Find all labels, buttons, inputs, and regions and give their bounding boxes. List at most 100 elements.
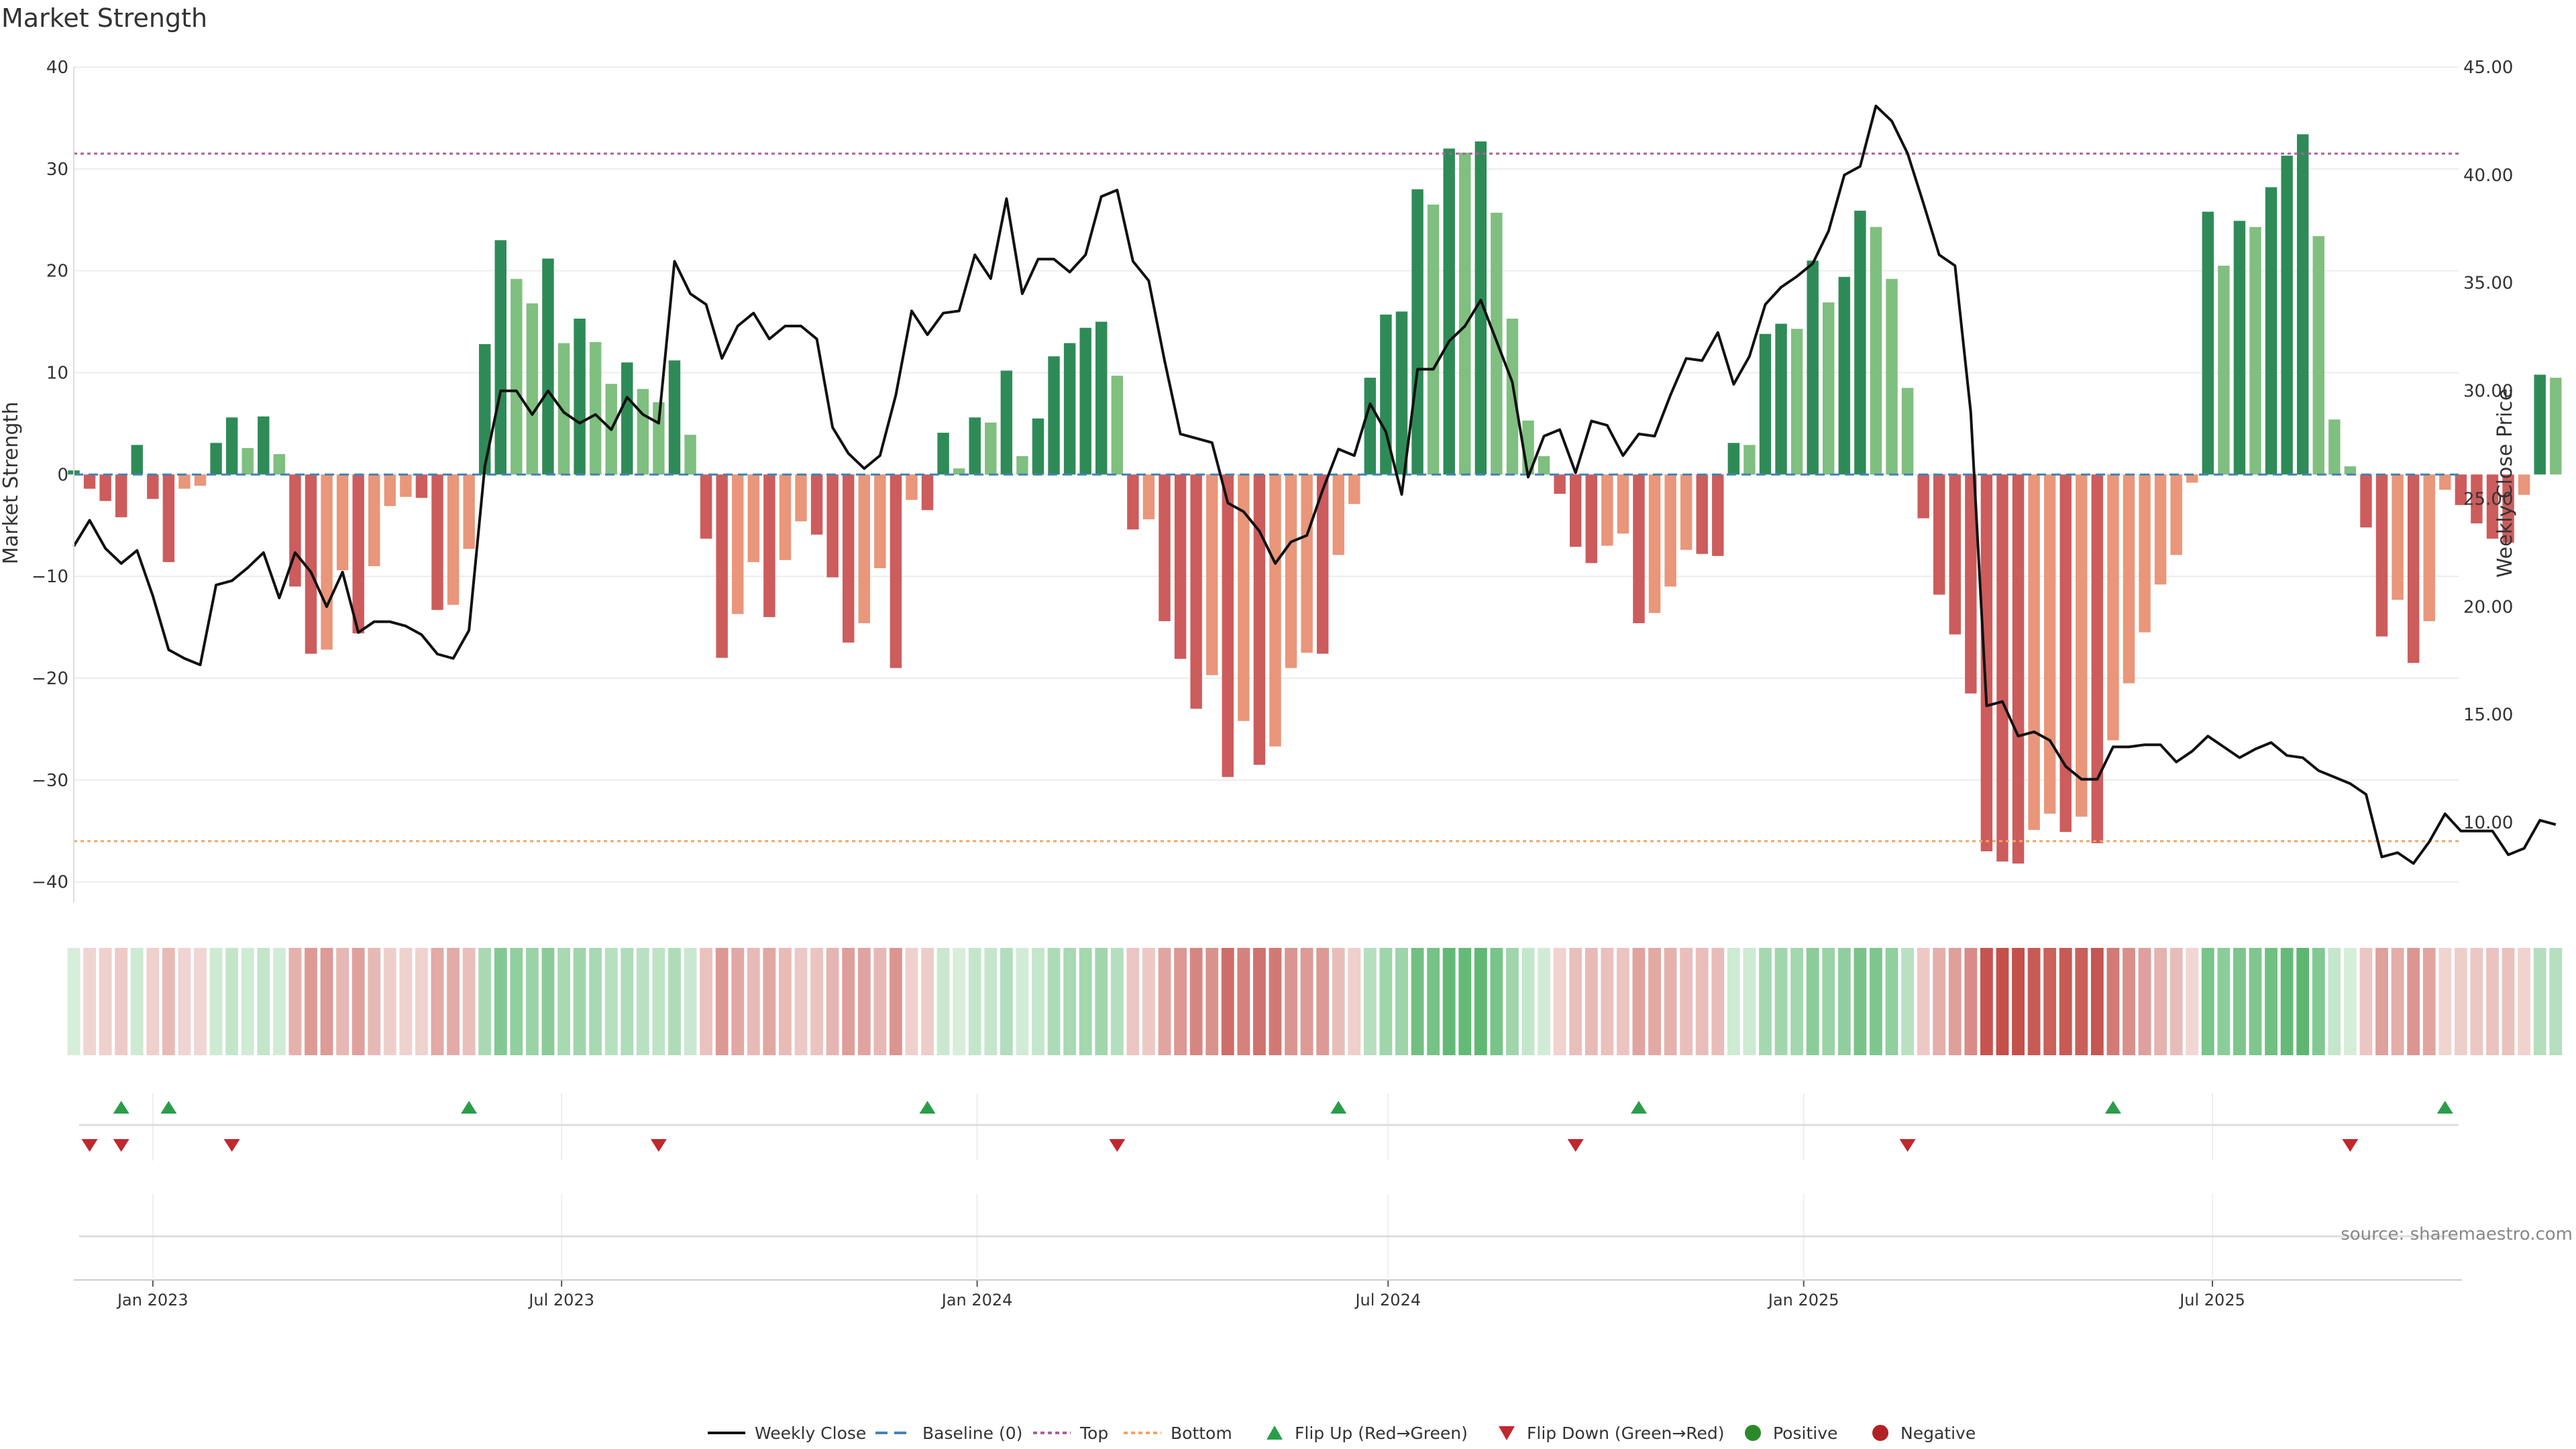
strength-bar [906, 474, 918, 500]
heat-cell [368, 948, 381, 1055]
strength-bar [1269, 474, 1281, 747]
strength-bar [2107, 474, 2119, 741]
strength-bar [2202, 211, 2214, 475]
y-axis-label: Market Strength [0, 402, 23, 564]
y-tick-label: 30 [46, 160, 68, 180]
heat-cell [810, 948, 823, 1055]
heat-cell [431, 948, 444, 1055]
y-tick-label: 20 [46, 262, 68, 282]
heat-cell [1395, 948, 1408, 1055]
heat-cell [1743, 948, 1756, 1055]
strength-bar [1285, 474, 1297, 668]
strength-bar [2249, 227, 2261, 475]
strength-bar [779, 474, 792, 560]
heat-cell [1648, 948, 1661, 1055]
flip-up-marker [1330, 1101, 1347, 1114]
strength-bar [2534, 374, 2546, 475]
heat-cell [272, 948, 286, 1055]
legend-positive: Positive [1773, 1424, 1837, 1443]
strength-bar [352, 474, 364, 634]
strength-bar [921, 474, 934, 511]
strength-bar [1159, 474, 1171, 621]
flip-up-marker [2436, 1101, 2453, 1114]
axes: 40 30 20 10 0 −10 −20 −30 −40 45.00 40.00 35.00 30.0… [32, 58, 2513, 1309]
weekly-close-line [72, 104, 2557, 865]
heat-cell [1458, 948, 1472, 1055]
heat-cell [99, 948, 112, 1055]
y-tick-label: −30 [32, 771, 68, 791]
strength-bar [305, 474, 317, 654]
strength-bar [1000, 370, 1013, 475]
strength-bar [1174, 474, 1187, 659]
heat-cell [1822, 948, 1835, 1055]
strength-bar [258, 416, 270, 475]
flip-down-marker [1899, 1139, 1916, 1152]
x-tick-label: Jan 2024 [941, 1291, 1013, 1309]
strength-bar [1063, 343, 1076, 475]
heat-cell [1427, 948, 1440, 1055]
heat-cell [984, 948, 998, 1055]
strength-bar [2233, 221, 2246, 475]
heat-cell [2486, 948, 2499, 1055]
strength-bar [747, 474, 760, 562]
strength-bar [147, 474, 159, 499]
strength-bar [1838, 276, 1851, 475]
strength-bar [684, 435, 696, 475]
strength-bar [2423, 474, 2435, 621]
heat-cell [604, 948, 618, 1055]
strength-bar [1949, 474, 1961, 635]
strength-bar [1127, 474, 1139, 530]
heat-cell [162, 948, 175, 1055]
strength-bar [384, 474, 396, 506]
heat-cell [2059, 948, 2072, 1055]
heat-cell [2280, 948, 2294, 1055]
heat-cell [2312, 948, 2325, 1055]
heat-cell [2438, 948, 2452, 1055]
heat-cell [1790, 948, 1804, 1055]
strength-bar [1823, 302, 1835, 475]
strength-bar [1807, 260, 1819, 475]
heat-cell [494, 948, 507, 1055]
y2-tick-label: 45.00 [2463, 58, 2513, 78]
heat-cell [1585, 948, 1598, 1055]
strength-bar [858, 474, 870, 623]
strength-bar [415, 474, 428, 498]
heat-cell [1759, 948, 1772, 1055]
heat-cell [320, 948, 333, 1055]
heat-cell [1870, 948, 1882, 1055]
strength-bar [1506, 319, 1519, 475]
heat-cell [2407, 948, 2420, 1055]
strength-bar [2170, 474, 2182, 555]
strength-bar [1743, 445, 1756, 475]
legend-swatch [1745, 1425, 1761, 1441]
heat-cell [1252, 948, 1266, 1055]
heat-cell [905, 948, 918, 1055]
strength-bar [526, 303, 539, 475]
y-tick-label: −10 [32, 567, 68, 587]
heat-cell [1285, 948, 1297, 1055]
strength-bar [621, 362, 633, 475]
heat-cell [2138, 948, 2151, 1055]
strength-bar [732, 474, 744, 614]
strength-bar [2091, 474, 2104, 843]
strength-bar [2123, 474, 2135, 684]
heat-cell [1664, 948, 1677, 1055]
strength-bar [1538, 455, 1550, 475]
heat-cell [1442, 948, 1456, 1055]
heat-cell [525, 948, 539, 1055]
y2-tick-label: 15.00 [2463, 705, 2513, 725]
heat-cell [2233, 948, 2246, 1055]
strength-bar [953, 468, 965, 475]
y-tick-label: −20 [32, 669, 68, 689]
strength-bar [937, 433, 949, 475]
x-tick-label: Jan 2025 [1767, 1291, 1839, 1309]
flip-up-marker [2104, 1101, 2121, 1114]
strength-bar [1854, 211, 1866, 475]
heat-cell [2391, 948, 2404, 1055]
strength-bar [2486, 474, 2499, 539]
legend-bottom: Bottom [1171, 1424, 1232, 1443]
heat-cell [2201, 948, 2214, 1055]
y2-tick-label: 10.00 [2463, 813, 2513, 833]
heat-cell [2090, 948, 2104, 1055]
heat-cell [130, 948, 144, 1055]
